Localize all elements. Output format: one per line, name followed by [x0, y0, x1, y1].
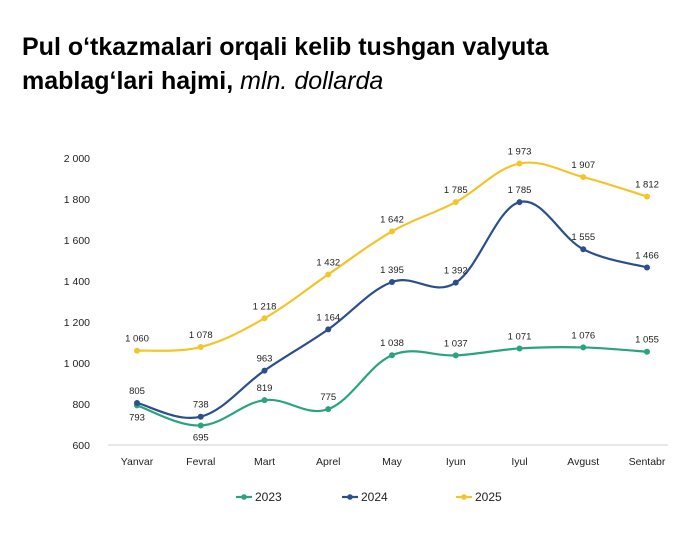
data-point-2025 — [452, 199, 459, 206]
legend-item-2023: 2023 — [236, 490, 282, 504]
data-point-2024 — [452, 279, 459, 286]
series-line-2025 — [136, 161, 648, 352]
data-point-2023 — [261, 397, 268, 404]
data-point-2023 — [325, 406, 332, 413]
data-point-2023 — [389, 352, 395, 359]
data-label-2024: 1 395 — [380, 265, 404, 276]
data-point-2025 — [580, 174, 587, 181]
data-point-2025 — [644, 193, 650, 200]
data-point-2024 — [389, 279, 395, 286]
data-label-2024: 1 392 — [444, 266, 468, 277]
y-tick-label: 800 — [72, 399, 90, 411]
chart-title-unit: mln. dollarda — [240, 67, 384, 95]
data-label-2025: 1 060 — [125, 334, 149, 345]
data-label-2025: 1 432 — [316, 257, 340, 268]
legend-label: 2023 — [255, 490, 282, 504]
legend-marker — [241, 494, 247, 500]
x-tick-label: Iyul — [511, 456, 527, 468]
series-2023: 793 695 819 775 1 038 1 037 1 071 1 076 1 055 — [129, 330, 659, 443]
data-label-2025: 1 812 — [635, 180, 659, 191]
legend-marker — [461, 494, 467, 500]
data-point-2024 — [516, 199, 523, 206]
series-2024: 805 738 963 1 164 1 395 1 392 1 785 1 555 1 466 — [129, 185, 659, 420]
data-label-2023: 775 — [320, 392, 336, 403]
data-point-2023 — [644, 348, 650, 355]
x-tick-label: May — [382, 456, 403, 468]
data-point-2024 — [325, 326, 332, 333]
data-label-2023: 793 — [129, 412, 145, 423]
legend-item-2024: 2024 — [342, 490, 388, 504]
chart-title-line1: Pul o‘tkazmalari orqali kelib tushgan va… — [22, 33, 549, 61]
x-tick-label: Iyun — [446, 456, 466, 468]
data-label-2024: 1 555 — [571, 232, 595, 243]
data-label-2025: 1 785 — [444, 185, 468, 196]
data-label-2023: 695 — [193, 433, 209, 444]
data-point-2023 — [197, 422, 204, 429]
legend-marker — [347, 494, 353, 500]
data-label-2023: 1 076 — [571, 330, 595, 341]
data-label-2023: 1 038 — [380, 338, 404, 349]
y-tick-label: 600 — [72, 440, 90, 452]
y-tick-label: 1 200 — [64, 317, 90, 329]
series-line-2023 — [136, 346, 648, 427]
legend-item-2025: 2025 — [456, 490, 502, 504]
y-tick-label: 1 800 — [64, 194, 90, 206]
y-tick-label: 1 000 — [64, 358, 90, 370]
data-point-2024 — [197, 413, 204, 420]
data-label-2024: 963 — [257, 354, 273, 365]
x-tick-label: Sentabr — [629, 456, 666, 468]
data-point-2023 — [516, 345, 523, 352]
data-label-2023: 1 071 — [508, 331, 532, 342]
data-point-2024 — [261, 367, 268, 374]
data-point-2023 — [452, 352, 459, 359]
x-tick-label: Mart — [254, 456, 275, 468]
y-tick-label: 1 600 — [64, 235, 90, 247]
data-point-2023 — [580, 344, 587, 351]
data-label-2023: 1 055 — [635, 335, 659, 346]
data-label-2024: 1 466 — [635, 250, 659, 261]
data-label-2023: 819 — [257, 383, 273, 394]
x-tick-label: Yanvar — [121, 456, 154, 468]
data-point-2025 — [389, 228, 395, 235]
data-point-2025 — [325, 271, 332, 278]
legend-label: 2024 — [361, 490, 388, 504]
data-label-2024: 805 — [129, 386, 145, 397]
data-point-2024 — [134, 399, 140, 406]
y-tick-label: 1 400 — [64, 276, 90, 288]
data-point-2025 — [134, 347, 140, 354]
data-label-2025: 1 907 — [571, 160, 595, 171]
data-label-2025: 1 642 — [380, 214, 404, 225]
data-label-2023: 1 037 — [444, 338, 468, 349]
data-label-2025: 1 973 — [508, 147, 532, 158]
data-label-2024: 738 — [193, 400, 209, 411]
data-label-2025: 1 218 — [253, 301, 277, 312]
series-2025: 1 060 1 078 1 218 1 432 1 642 1 785 1 973 1 907… — [125, 147, 659, 354]
data-point-2025 — [516, 160, 523, 167]
data-point-2024 — [580, 246, 587, 253]
data-point-2024 — [644, 264, 650, 271]
data-point-2025 — [197, 344, 204, 351]
x-tick-label: Fevral — [186, 456, 215, 468]
data-label-2024: 1 785 — [508, 185, 532, 196]
chart-title: Pul o‘tkazmalari orqali kelib tushgan va… — [22, 30, 549, 98]
x-tick-label: Aprel — [316, 456, 341, 468]
data-label-2025: 1 078 — [189, 330, 213, 341]
x-tick-label: Avgust — [567, 456, 599, 468]
data-point-2025 — [261, 315, 268, 322]
data-label-2024: 1 164 — [316, 312, 340, 323]
legend-label: 2025 — [475, 490, 502, 504]
chart-title-line2: mablag‘lari hajmi, — [22, 67, 234, 95]
y-tick-label: 2 000 — [64, 153, 90, 165]
